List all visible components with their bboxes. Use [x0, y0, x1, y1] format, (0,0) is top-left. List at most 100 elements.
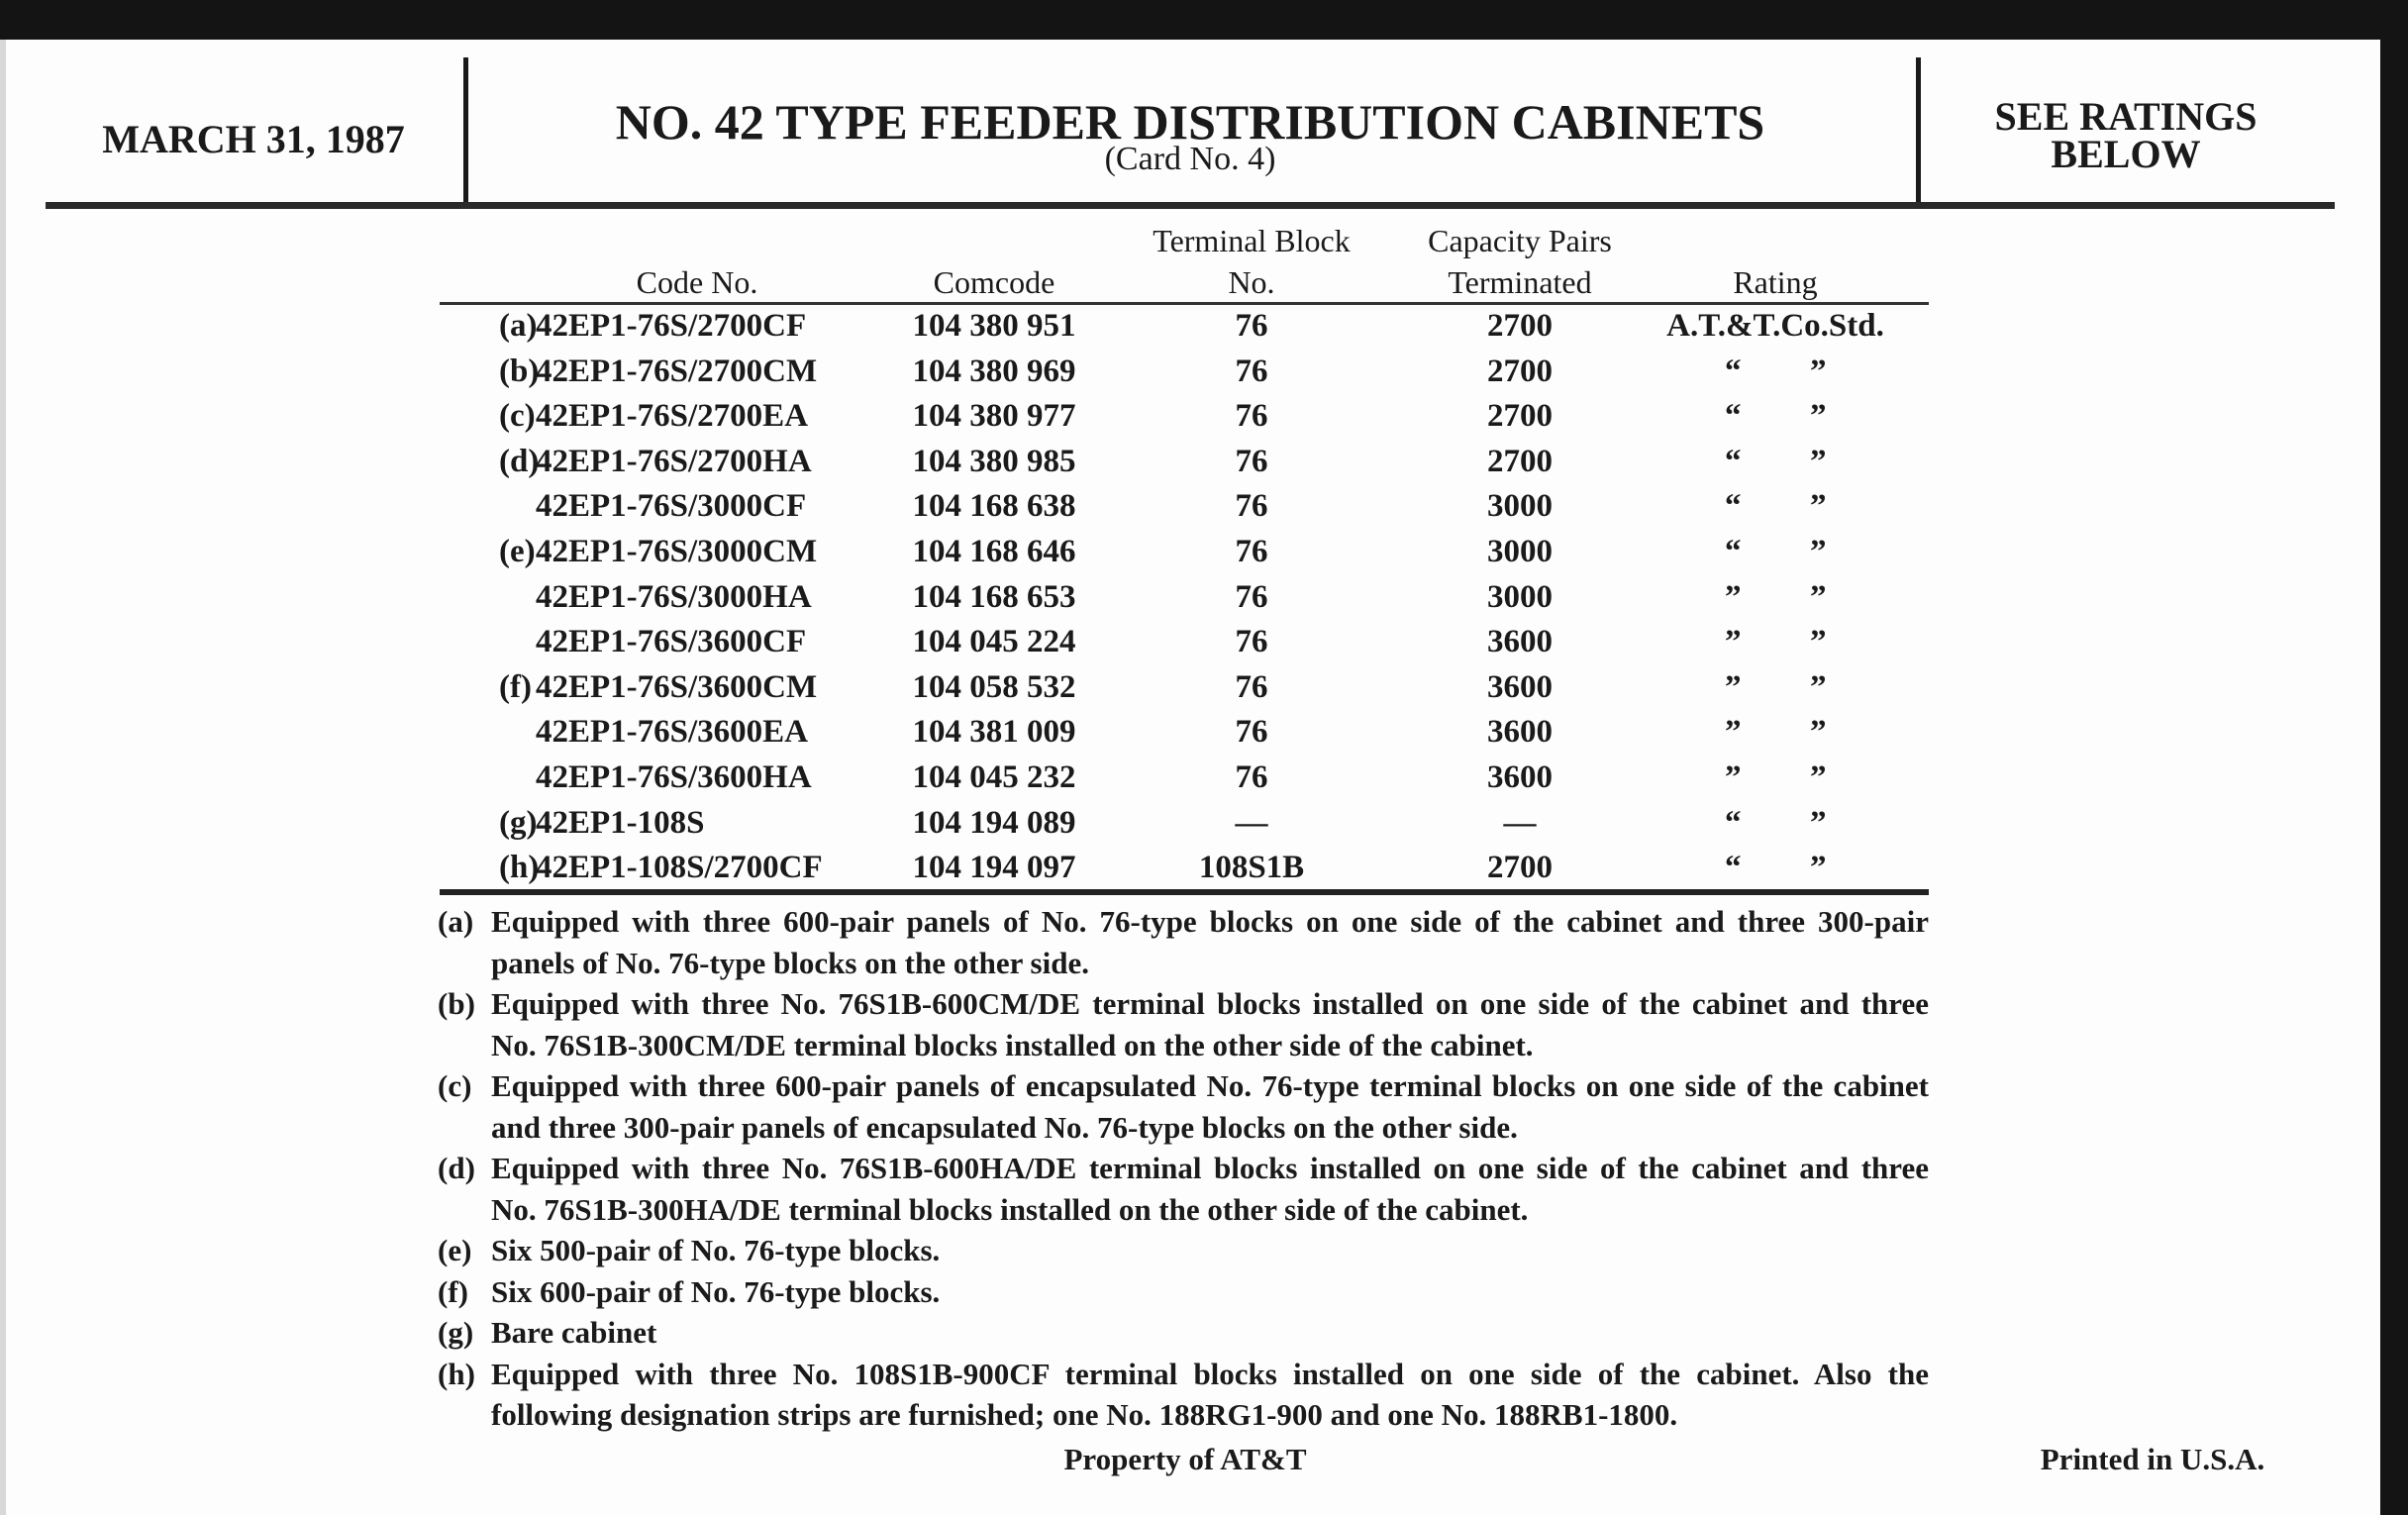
footnote: (b) Equipped with three No. 76S1B-600CM/D… [438, 983, 1929, 1065]
ditto-mark: “ [1725, 850, 1742, 886]
capacity: 2700 [1487, 850, 1553, 886]
table-row: 42EP1-76S/3600HA 104 045 232 76 3600 ” ” [0, 755, 2408, 800]
footnote-ref: (a) [499, 308, 538, 344]
code-value: 42EP1-108S/2700CF [536, 850, 823, 886]
code-number: 42EP1-76S/3000CF [499, 483, 806, 529]
ditto-mark: ” [1810, 398, 1827, 435]
capacity: 3600 [1487, 759, 1553, 795]
table-row: (b)42EP1-76S/2700CM 104 380 969 76 2700 “ ” [0, 349, 2408, 394]
comcode: 104 380 951 [912, 308, 1076, 344]
comcode: 104 194 089 [912, 804, 1076, 841]
capacity: 2700 [1487, 353, 1553, 389]
ditto-mark: ” [1725, 578, 1742, 615]
code-value: 42EP1-76S/2700CM [536, 353, 818, 389]
footnote-label: (h) [438, 1356, 475, 1391]
footnote: (c) Equipped with three 600-pair panels o… [438, 1065, 1929, 1148]
header-line: Capacity Pairs [1428, 223, 1612, 258]
footnote-label: (a) [438, 904, 474, 939]
header-line: No. [1228, 264, 1275, 300]
code-value: 42EP1-108S [536, 804, 705, 841]
footnote-line: Six 500-pair of No. 76-type blocks. [491, 1233, 941, 1267]
ditto-mark: “ [1725, 353, 1742, 389]
column-header-code: Code No. [636, 264, 758, 300]
terminal-block: 76 [1235, 308, 1268, 344]
header-line: Terminal Block [1153, 223, 1351, 258]
footnote: (h) Equipped with three No. 108S1B-900CF … [438, 1354, 1929, 1436]
terminal-block: 76 [1235, 398, 1268, 435]
code-value: 42EP1-76S/3000CM [536, 534, 818, 569]
table-row: 42EP1-76S/3000CF 104 168 638 76 3000 “ ” [0, 483, 2408, 529]
code-number: 42EP1-76S/3000HA [499, 574, 812, 620]
ditto-mark: ” [1810, 578, 1827, 615]
column-header-rating: Rating [1733, 264, 1818, 300]
ditto-mark: ” [1810, 668, 1827, 705]
comcode: 104 045 232 [912, 759, 1076, 795]
code-number: (a)42EP1-76S/2700CF [499, 303, 806, 349]
capacity: 3000 [1487, 578, 1553, 615]
capacity: 2700 [1487, 443, 1553, 479]
footnote-ref: (g) [499, 804, 538, 841]
page-title: NO. 42 TYPE FEEDER DISTRIBUTION CABINETS [615, 94, 1765, 150]
terminal-block: — [1235, 804, 1268, 841]
code-number: (c)42EP1-76S/2700EA [499, 393, 808, 439]
table-row: 42EP1-76S/3600EA 104 381 009 76 3600 ” ” [0, 709, 2408, 755]
capacity: 3000 [1487, 488, 1553, 525]
ditto-mark: ” [1725, 759, 1742, 795]
footnote-line: Bare cabinet [491, 1315, 657, 1350]
table-row: (e)42EP1-76S/3000CM 104 168 646 76 3000 “ ” [0, 529, 2408, 574]
ditto-mark: ” [1725, 624, 1742, 660]
ditto-mark: ” [1810, 443, 1827, 479]
card-number: (Card No. 4) [1104, 141, 1276, 177]
footnote-line: Equipped with three No. 108S1B-900CF ter… [491, 1356, 1929, 1391]
footnote-label: (e) [438, 1233, 472, 1267]
code-value: 42EP1-76S/3000CF [536, 488, 807, 525]
footnote: (e) Six 500-pair of No. 76-type blocks. [438, 1230, 1929, 1271]
terminal-block: 108S1B [1198, 850, 1305, 886]
code-number: (e)42EP1-76S/3000CM [499, 529, 817, 574]
footnote: (g) Bare cabinet [438, 1312, 1929, 1354]
table-row: (h)42EP1-108S/2700CF 104 194 097 108S1B 270… [0, 845, 2408, 890]
terminal-block: 76 [1235, 714, 1268, 751]
footnote-line: Equipped with three No. 76S1B-600HA/DE t… [491, 1151, 1929, 1185]
table-row: (d)42EP1-76S/2700HA 104 380 985 76 2700 “ ” [0, 439, 2408, 484]
comcode: 104 168 653 [912, 578, 1076, 615]
code-number: (f) 42EP1-76S/3600CM [499, 664, 817, 710]
footnote-line: and three 300-pair panels of encapsulate… [491, 1109, 1518, 1145]
footnote-ref: (f) [499, 668, 532, 705]
code-value: 42EP1-76S/2700CF [536, 308, 807, 344]
footnote-label: (b) [438, 986, 475, 1021]
footnote: (a) Equipped with three 600-pair panels o… [438, 901, 1929, 983]
footnote-label: (f) [438, 1273, 468, 1309]
terminal-block: 76 [1235, 578, 1268, 615]
property-notice: Property of AT&T [1063, 1442, 1307, 1476]
code-value: 42EP1-76S/3600HA [536, 759, 812, 795]
comcode: 104 045 224 [912, 624, 1076, 660]
header-divider [463, 57, 468, 204]
footnote-line: No. 76S1B-300CM/DE terminal blocks insta… [491, 1027, 1534, 1062]
column-header-terminal-block: Terminal Block No. [1153, 220, 1350, 303]
ditto-mark: “ [1725, 804, 1742, 841]
rating: A.T.&T.Co.Std. [1666, 308, 1884, 344]
code-number: 42EP1-76S/3600HA [499, 755, 812, 800]
footnote-ref: (h) [499, 850, 540, 886]
capacity: — [1503, 804, 1537, 841]
ditto-mark: ” [1810, 759, 1827, 795]
code-number: 42EP1-76S/3600EA [499, 709, 808, 755]
comcode: 104 194 097 [912, 850, 1076, 886]
ditto-mark: ” [1810, 714, 1827, 751]
table-row: (f) 42EP1-76S/3600CM 104 058 532 76 3600 ” ” [0, 664, 2408, 710]
comcode: 104 380 977 [912, 398, 1076, 435]
capacity: 3600 [1487, 624, 1553, 660]
column-header-comcode: Comcode [933, 264, 1055, 300]
code-number: 42EP1-76S/3600CF [499, 619, 806, 664]
ditto-mark: ” [1810, 488, 1827, 525]
ditto-mark: “ [1725, 443, 1742, 479]
table-row: 42EP1-76S/3000HA 104 168 653 76 3000 ” ” [0, 574, 2408, 620]
capacity: 3000 [1487, 534, 1553, 569]
code-number: (d)42EP1-76S/2700HA [499, 439, 812, 484]
code-value: 42EP1-76S/3600CM [536, 668, 818, 705]
ditto-mark: ” [1725, 668, 1742, 705]
terminal-block: 76 [1235, 488, 1268, 525]
ditto-mark: ” [1725, 714, 1742, 751]
code-value: 42EP1-76S/2700HA [536, 443, 812, 479]
